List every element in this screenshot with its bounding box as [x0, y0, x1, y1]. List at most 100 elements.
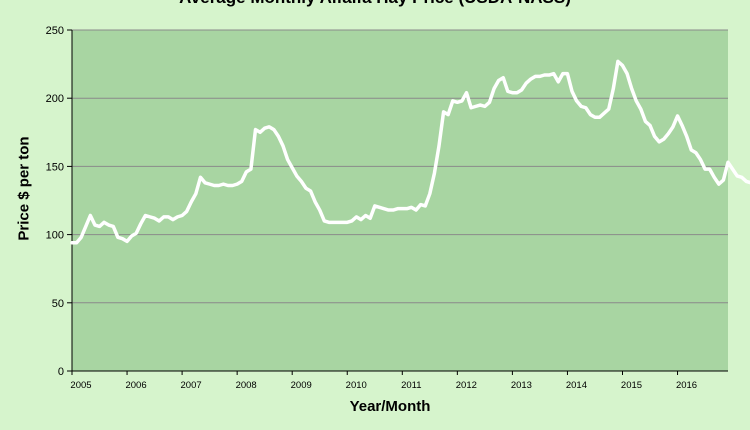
data-point [107, 224, 110, 226]
data-point [369, 217, 371, 220]
data-point [396, 207, 399, 210]
data-point [346, 221, 349, 224]
data-point [433, 172, 436, 175]
data-point [525, 82, 527, 84]
data-point [621, 64, 624, 67]
data-point [383, 207, 385, 210]
data-point [548, 74, 550, 76]
data-point [676, 115, 679, 117]
data-point [543, 74, 546, 76]
data-point [685, 135, 688, 138]
data-point [162, 216, 165, 218]
data-point [94, 224, 96, 226]
data-point [291, 166, 294, 169]
data-point [126, 240, 128, 243]
data-point [149, 216, 151, 218]
data-point [89, 214, 92, 217]
data-point [300, 180, 303, 183]
data-point [681, 124, 683, 127]
data-point [337, 221, 339, 224]
data-point [539, 75, 541, 78]
data-point [708, 168, 711, 170]
data-point [360, 218, 362, 221]
data-point [438, 145, 440, 147]
data-point [277, 135, 280, 138]
data-point [635, 100, 638, 102]
data-point [690, 149, 693, 151]
x-tick-label: 2009 [291, 380, 312, 391]
data-point [534, 75, 537, 78]
data-point [617, 60, 619, 63]
data-point [84, 225, 87, 228]
data-point [250, 168, 252, 170]
data-point [167, 216, 170, 218]
data-point [745, 180, 748, 183]
data-point [282, 145, 284, 147]
data-point [130, 235, 133, 237]
series-line [70, 59, 750, 245]
data-point [231, 184, 234, 187]
y-tick-label: 0 [58, 366, 64, 378]
data-point [328, 221, 330, 224]
data-point [392, 209, 394, 211]
data-point [419, 203, 422, 206]
x-tick-label: 2013 [511, 380, 532, 391]
y-tick-label: 50 [52, 298, 64, 310]
data-point [318, 209, 321, 211]
data-point [172, 218, 174, 221]
data-point [580, 105, 582, 108]
data-point [364, 214, 367, 217]
data-point [713, 176, 716, 179]
data-point [208, 183, 211, 185]
data-point [98, 225, 101, 228]
data-point [236, 183, 238, 185]
data-point [662, 138, 665, 140]
data-point [507, 90, 509, 93]
data-point [240, 180, 243, 183]
data-point [295, 175, 298, 177]
data-point [213, 184, 216, 187]
data-point [502, 76, 505, 79]
data-point [144, 214, 147, 217]
data-point [474, 105, 477, 108]
x-tick-label: 2007 [181, 380, 202, 391]
data-point [589, 113, 592, 116]
x-tick-label: 2006 [125, 380, 146, 391]
data-point [465, 91, 468, 94]
data-point [401, 207, 404, 210]
x-tick-label: 2005 [70, 380, 91, 391]
data-point [103, 221, 105, 224]
data-point [218, 184, 220, 187]
x-tick-label: 2012 [456, 380, 477, 391]
data-point [387, 209, 390, 211]
x-tick-label: 2015 [621, 380, 642, 391]
data-point [603, 112, 605, 114]
data-point [566, 72, 569, 75]
data-point [135, 232, 138, 235]
data-point [640, 108, 642, 110]
data-point [273, 128, 275, 131]
data-point [727, 161, 729, 164]
data-point [451, 100, 454, 102]
data-point [190, 201, 193, 203]
data-point [341, 221, 344, 224]
series-points [71, 60, 748, 244]
data-point [309, 190, 312, 192]
data-point [520, 89, 523, 91]
data-point [598, 116, 601, 119]
data-point [158, 220, 160, 222]
data-point [410, 206, 413, 209]
data-point [351, 220, 353, 222]
data-point [153, 217, 156, 220]
data-point [121, 237, 124, 240]
data-point [181, 214, 183, 217]
data-point [263, 127, 266, 130]
data-point [245, 171, 248, 173]
data-point [607, 108, 610, 110]
data-point [516, 91, 518, 94]
data-point [415, 209, 417, 211]
data-point [667, 132, 670, 135]
data-point [658, 141, 660, 143]
